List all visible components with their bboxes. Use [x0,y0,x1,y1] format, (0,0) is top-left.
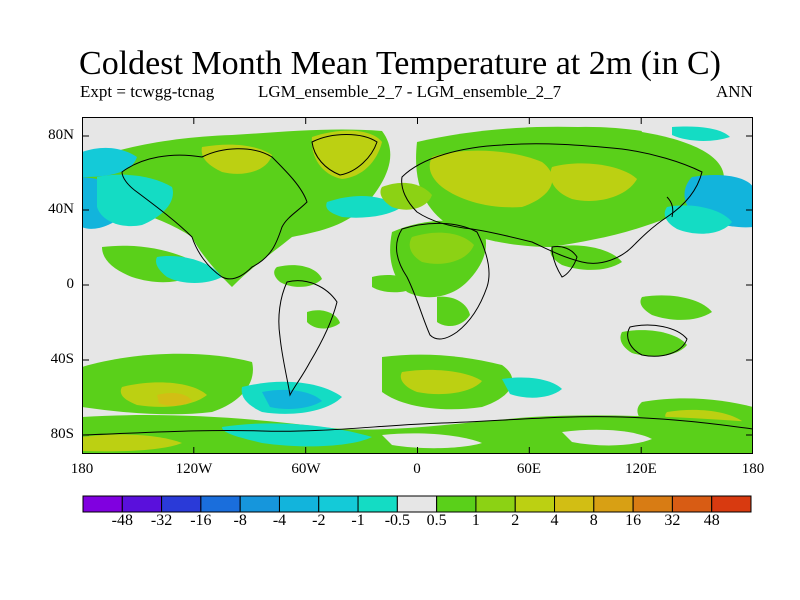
legend-swatch [436,495,477,513]
legend-label: -1 [351,512,365,529]
legend-label: 48 [703,512,720,529]
legend-swatch [121,495,163,513]
coast-europe-asia [401,143,703,264]
field-arctic-green [512,126,642,148]
legend-label: -4 [272,512,287,529]
field-arctic-cyan [672,126,730,141]
experiment-label: Expt = tcwgg-tcnag [80,82,215,101]
legend-swatch [593,495,634,513]
legend-swatch [554,495,595,513]
lat-label-40n: 40N [48,201,74,217]
field-antarctic-gray [382,433,482,449]
field-atlantic-cyan [326,195,402,218]
legend-swatch [357,495,398,513]
legend-swatch [278,495,320,513]
field-npacific-cyan [97,174,173,227]
legend-swatch [475,495,516,513]
coast-africa [396,222,490,340]
legend-swatch [239,495,280,513]
legend-label: 4 [550,512,559,529]
coast-antarctica [82,416,753,436]
tick-marks [82,117,753,454]
lon-label-0: 0 [413,461,421,477]
lat-label-80s: 80S [50,426,74,442]
field-wpacific-cyan [664,205,732,234]
coast-south-america [278,280,338,397]
legend-label: -16 [190,512,212,529]
coast-australia [627,324,688,357]
lat-label-0: 0 [66,276,75,292]
legend-swatch [200,495,241,513]
field-eurasia-yellow [429,150,553,208]
coastlines [82,134,753,436]
legend-swatch [161,495,202,513]
field-indonesia-green [640,295,712,320]
legend-label: 16 [625,512,642,529]
lat-label-40s: 40S [50,351,74,367]
legend-label: -8 [233,512,247,529]
legend-swatch [396,495,438,513]
field-samerica-green [274,265,322,287]
lon-label-60w: 60W [291,461,321,477]
legend-label: -32 [150,512,173,529]
field-antarctic-yellow [82,434,182,452]
field-atlantic-eq-green [372,275,417,293]
legend-label: -0.5 [384,512,411,529]
lon-label-60e: 60E [516,461,542,477]
field-africa-central-green [437,296,470,327]
lon-label-180e: 180 [741,461,765,477]
legend-swatch [318,495,359,513]
legend-label: 8 [589,512,598,529]
field-australia-green [620,330,687,357]
coast-india [551,246,578,278]
legend-swatch [671,495,713,513]
legend-label: -2 [312,512,326,529]
coast-greenland [311,134,378,176]
field-siberia-yellow [550,163,637,201]
field-canada-yellow [201,144,272,174]
field-indian-green [550,245,622,270]
lat-label-80n: 80N [48,127,74,143]
legend-label: 0.5 [426,512,447,529]
lon-label-120e: 120E [625,461,657,477]
field-south-indian-cyan [502,377,562,398]
color-legend [82,495,752,513]
field-south-pacific-gold [157,393,192,406]
field-antarctic-gray-2 [562,429,652,446]
field-south-atlantic-blue [262,389,322,409]
coast-north-america [121,148,308,280]
legend-label: 2 [511,512,520,529]
field-south-indian-yellow [400,369,482,395]
season-label: ANN [716,82,753,101]
legend-label: 1 [471,512,480,529]
legend-swatch [711,495,752,513]
temperature-map [82,117,753,454]
ensemble-label: LGM_ensemble_2_7 - LGM_ensemble_2_7 [258,82,562,101]
legend-swatch [514,495,556,513]
coast-japan [666,196,674,218]
field-sahara-yellowgreen [409,232,474,264]
field-alaska-cyan [82,147,137,177]
field-north-america-green [82,129,391,287]
legend-label: -48 [111,512,133,529]
lon-label-120w: 120W [175,461,213,477]
field-pacific-cyan [156,256,222,283]
legend-label: 32 [664,512,681,529]
plot-title: Coldest Month Mean Temperature at 2m (in… [79,45,721,82]
legend-swatch [82,495,123,513]
legend-swatch [632,495,673,513]
field-greenland-yellow [311,130,382,179]
field-samerica-sub-green [307,310,340,329]
lon-label-180w: 180 [70,461,94,477]
field-europe-yellowgreen [380,182,432,210]
